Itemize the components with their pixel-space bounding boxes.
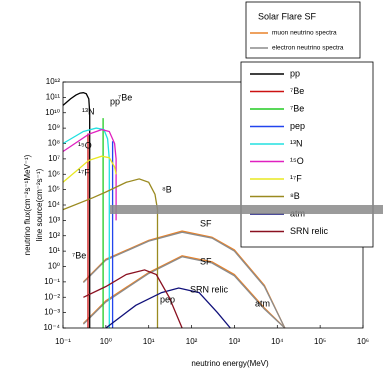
x-tick-label: 10⁻¹ (55, 337, 71, 346)
annotation: SF (200, 256, 212, 266)
y-tick-label: 10¹ (48, 246, 60, 255)
y-tick-label: 10¹⁰ (45, 108, 60, 117)
plot-area: 10⁻⁴ 10⁻³ 10⁻² 10⁻¹ 10⁰ 10¹ 10² 10³ 10⁴ 10⁵ 10⁶ 10⁷… (43, 77, 369, 346)
legend-label: ¹⁷F (290, 173, 302, 183)
legend-label: ¹⁵O (290, 156, 304, 166)
y-tick-label: 10⁰ (48, 262, 60, 271)
annotation: ⁸B (162, 184, 172, 194)
y-tick-label: 10⁻² (44, 292, 60, 301)
x-tick-label: 10⁴ (271, 337, 284, 346)
x-tick-label: 10⁵ (314, 337, 326, 346)
series-line (62, 128, 117, 221)
x-tick-label: 10³ (229, 337, 241, 346)
legend-label: pep (290, 121, 305, 131)
y-tick-label: 10⁷ (48, 154, 60, 163)
series-line (82, 255, 286, 329)
x-tick-label: 10² (186, 337, 198, 346)
annotation: ⁷Be (118, 92, 132, 102)
series-line (62, 92, 91, 328)
x-axis-label: neutrino energy(MeV) (191, 359, 269, 368)
y-tick-label: 10⁻¹ (44, 277, 60, 286)
legend-title: Solar Flare SF (258, 11, 317, 21)
legend-label: muon neutrino spectra (272, 30, 337, 37)
series-line (83, 269, 183, 329)
y-tick-label: 10¹² (46, 77, 61, 86)
y-tick-label: 10⁻³ (44, 308, 60, 317)
legend-label: ⁷Be (290, 86, 304, 96)
y-axis-label: neutrino flux(cm⁻²s⁻¹MeV⁻¹) (23, 154, 32, 255)
series-line (105, 287, 231, 329)
annotation: atm (255, 298, 270, 308)
y-tick-label: 10⁵ (48, 185, 60, 194)
legend: muon neutrino spectra electron neutrino s… (250, 30, 344, 236)
annotation: SF (200, 218, 212, 228)
legend-label: SRN relic (290, 226, 329, 236)
y-tick-label: 10¹¹ (46, 92, 61, 101)
y-tick-label: 10⁴ (48, 200, 61, 209)
annotation: ⁷Be (72, 250, 86, 260)
series-line (62, 127, 110, 328)
y-tick-label: 10⁶ (48, 169, 60, 178)
legend-box (240, 61, 374, 248)
legend-label: ¹³N (290, 138, 303, 148)
series-line (82, 256, 286, 329)
annotation: ¹⁷F (78, 167, 90, 177)
x-tick-label: 10⁰ (100, 337, 112, 346)
overlay-bar (110, 205, 383, 214)
y-tick-label: 10⁹ (48, 123, 60, 132)
annotation: pep (160, 294, 175, 304)
x-tick-label: 10¹ (143, 337, 155, 346)
y-axis-label: line source(cm⁻²s⁻¹) (35, 168, 44, 241)
legend-label: ⁸B (290, 191, 300, 201)
series-line (62, 155, 117, 183)
x-tick-label: 10⁶ (357, 337, 369, 346)
annotation: SRN relic (190, 284, 229, 294)
series-line (62, 178, 159, 328)
y-tick-label: 10² (48, 231, 60, 240)
y-tick-label: 10⁻⁴ (43, 323, 60, 332)
annotation: ¹⁵O (78, 140, 92, 150)
legend-label: ⁷Be (290, 103, 304, 113)
y-tick-label: 10⁸ (48, 139, 60, 148)
legend-label: electron neutrino spectra (272, 45, 344, 52)
annotation: ¹³N (82, 106, 95, 116)
y-tick-label: 10³ (48, 215, 60, 224)
annotation: pp (110, 96, 120, 106)
legend-label: pp (290, 68, 300, 78)
